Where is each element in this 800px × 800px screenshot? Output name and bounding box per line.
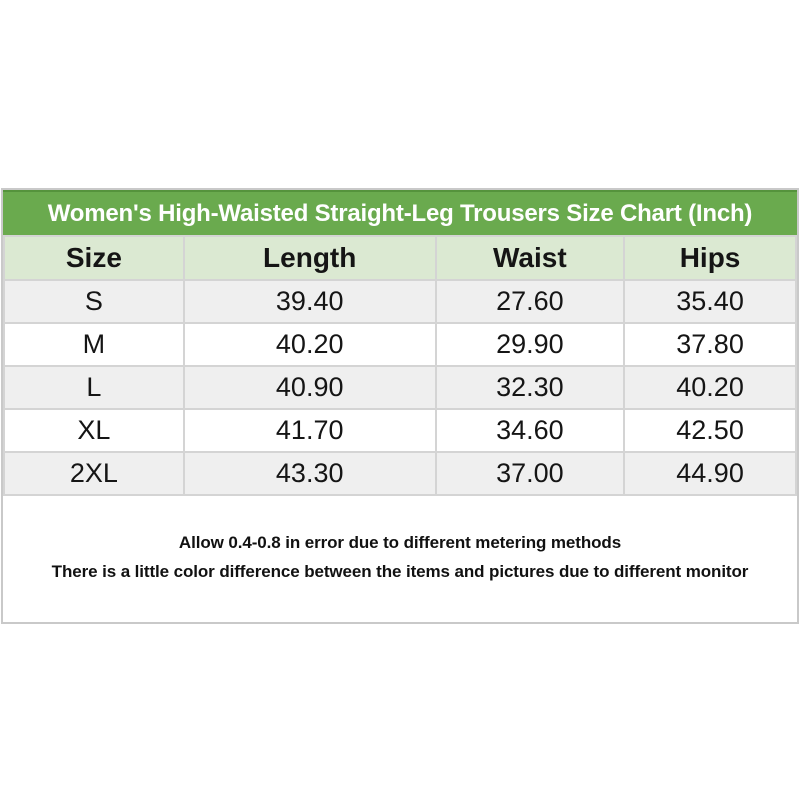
cell-hips: 44.90 [623, 451, 797, 496]
size-chart-title: Women's High-Waisted Straight-Leg Trouse… [3, 190, 797, 235]
cell-length: 40.20 [182, 322, 437, 367]
column-header-hips: Hips [623, 235, 797, 281]
column-header-waist: Waist [434, 235, 626, 281]
cell-length: 41.70 [182, 408, 437, 453]
header-row: Size Length Waist Hips [3, 235, 797, 281]
table-row-m: M 40.20 29.90 37.80 [3, 322, 797, 367]
cell-hips: 35.40 [623, 279, 797, 324]
table-row-s: S 39.40 27.60 35.40 [3, 279, 797, 324]
cell-size: S [3, 279, 185, 324]
note-line-color-difference: There is a little color difference betwe… [51, 561, 749, 581]
cell-length: 40.90 [182, 365, 437, 410]
size-table-header: Size Length Waist Hips [3, 235, 797, 281]
size-chart-panel: Women's High-Waisted Straight-Leg Trouse… [1, 188, 799, 624]
table-row-l: L 40.90 32.30 40.20 [3, 365, 797, 410]
table-row-xl: XL 41.70 34.60 42.50 [3, 408, 797, 453]
cell-size: XL [3, 408, 185, 453]
cell-waist: 29.90 [434, 322, 626, 367]
column-header-size: Size [3, 235, 185, 281]
table-row-2xl: 2XL 43.30 37.00 44.90 [3, 451, 797, 496]
cell-hips: 37.80 [623, 322, 797, 367]
cell-size: L [3, 365, 185, 410]
cell-length: 39.40 [182, 279, 437, 324]
cell-length: 43.30 [182, 451, 437, 496]
cell-size: 2XL [3, 451, 185, 496]
cell-hips: 42.50 [623, 408, 797, 453]
column-header-length: Length [182, 235, 437, 281]
cell-waist: 34.60 [434, 408, 626, 453]
size-table-body: S 39.40 27.60 35.40 M 40.20 29.90 37.80 … [3, 279, 797, 496]
cell-waist: 27.60 [434, 279, 626, 324]
cell-hips: 40.20 [623, 365, 797, 410]
cell-waist: 37.00 [434, 451, 626, 496]
size-table: Size Length Waist Hips S 39.40 27.60 35.… [3, 235, 797, 496]
cell-waist: 32.30 [434, 365, 626, 410]
cell-size: M [3, 322, 185, 367]
note-line-metering: Allow 0.4-0.8 in error due to different … [178, 532, 622, 552]
notes-section: Allow 0.4-0.8 in error due to different … [3, 496, 797, 622]
